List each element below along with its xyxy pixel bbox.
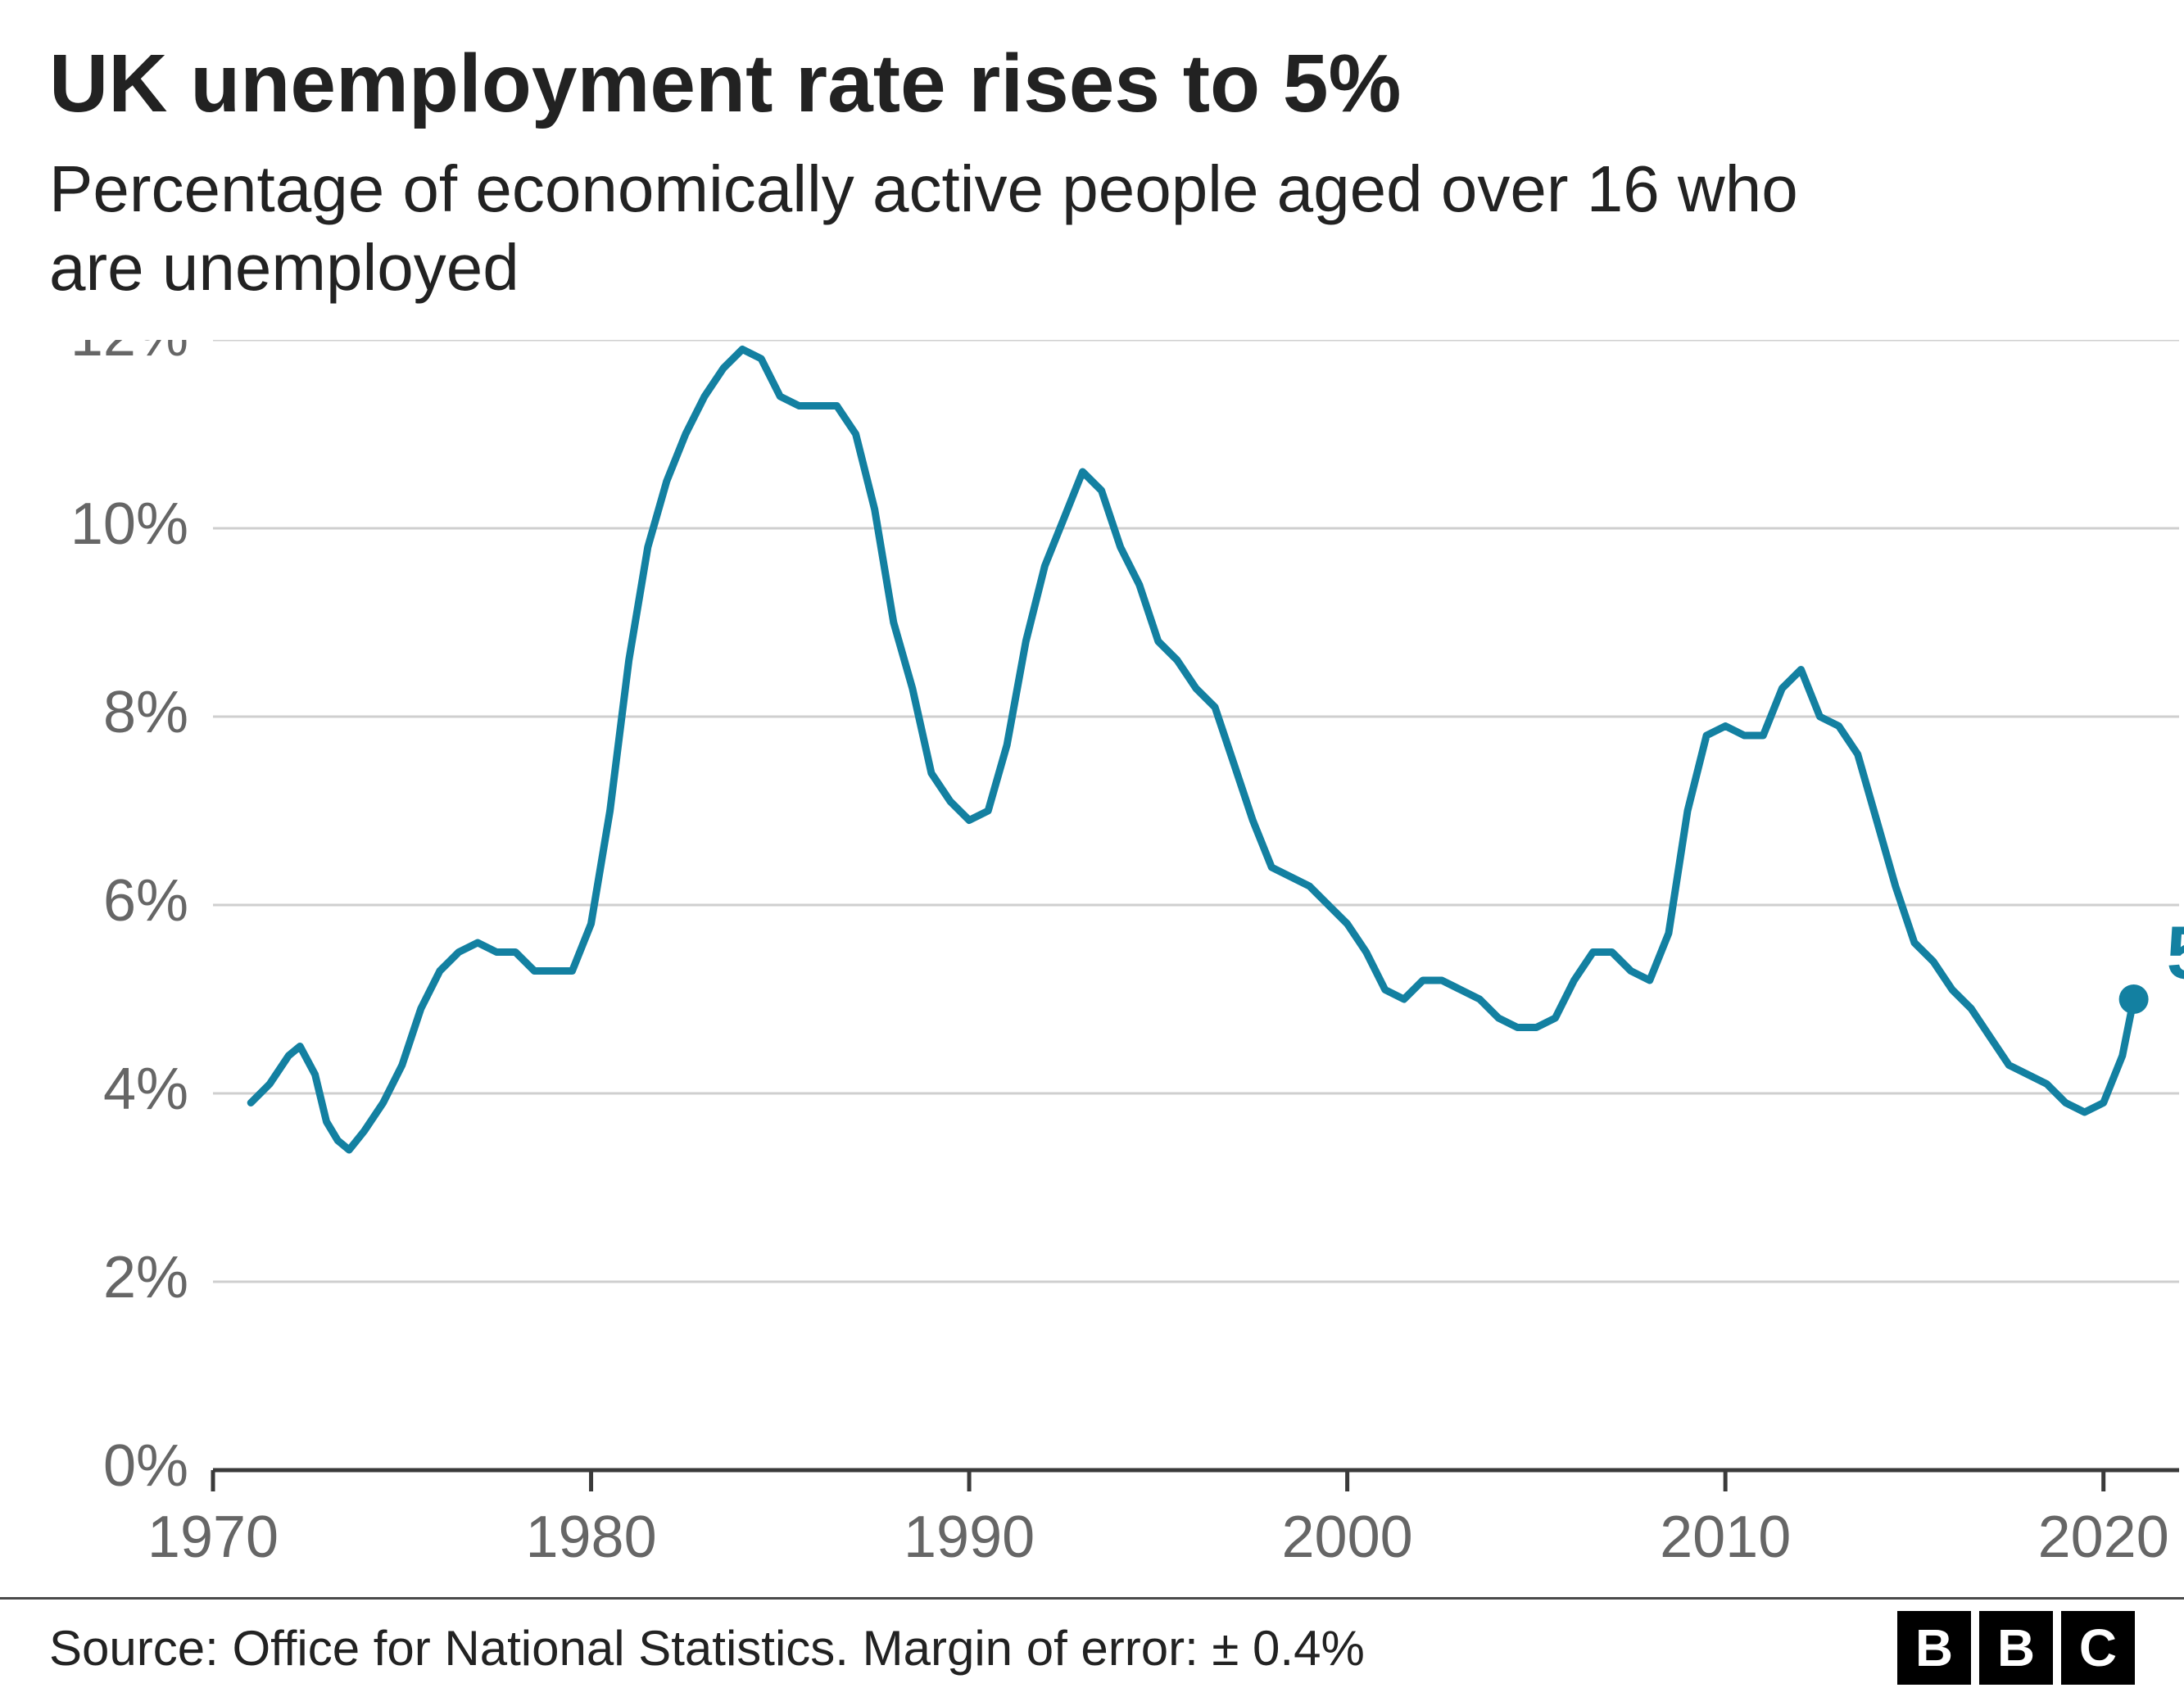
bbc-logo-letter: B (1979, 1611, 2053, 1685)
chart-card: UK unemployment rate rises to 5% Percent… (0, 0, 2184, 1706)
y-tick-label: 2% (103, 1245, 188, 1310)
y-tick-label: 8% (103, 680, 188, 745)
x-tick-label: 2010 (1660, 1505, 1791, 1570)
bbc-logo: B B C (1897, 1611, 2135, 1685)
x-tick-label: 1970 (147, 1505, 279, 1570)
unemployment-line (251, 350, 2133, 1151)
y-tick-label: 4% (103, 1057, 188, 1122)
chart-title: UK unemployment rate rises to 5% (49, 41, 2135, 127)
chart-footer: Source: Office for National Statistics. … (0, 1597, 2184, 1685)
chart-plot-area: 0%2%4%6%8%10%12%197019801990200020102020… (49, 340, 2135, 1605)
bbc-logo-letter: C (2061, 1611, 2135, 1685)
x-tick-label: 1990 (904, 1505, 1035, 1570)
bbc-logo-letter: B (1897, 1611, 1971, 1685)
chart-subtitle: Percentage of economically active people… (49, 150, 1851, 307)
end-point-marker (2119, 984, 2149, 1014)
end-point-label: 5% (2167, 911, 2184, 994)
y-tick-label: 0% (103, 1433, 188, 1499)
x-tick-label: 2020 (2038, 1505, 2169, 1570)
y-tick-label: 12% (70, 340, 188, 369)
source-text: Source: Office for National Statistics. … (49, 1620, 1365, 1677)
y-tick-label: 6% (103, 868, 188, 934)
x-tick-label: 2000 (1282, 1505, 1413, 1570)
line-chart-svg: 0% 2% 4% 6% 8% 10% 12% 1970 1980 1990 2000 2010 2020… (49, 340, 2184, 1601)
y-tick-label: 10% (70, 491, 188, 557)
x-tick-label: 1980 (525, 1505, 656, 1570)
